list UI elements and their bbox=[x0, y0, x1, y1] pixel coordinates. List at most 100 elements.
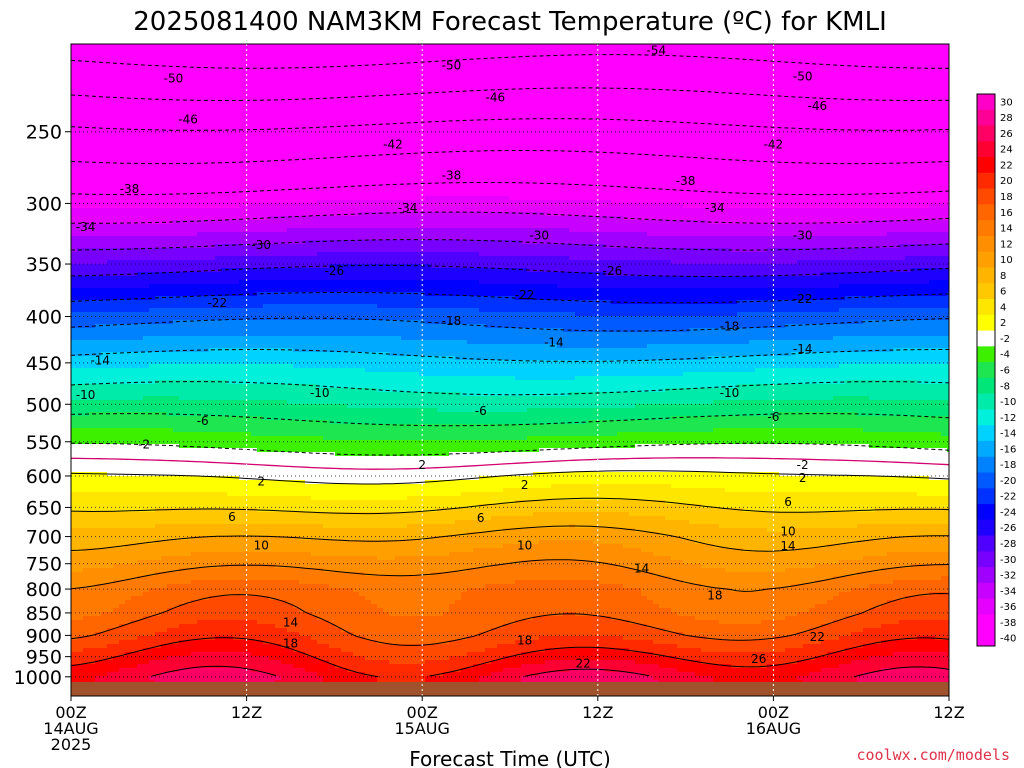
heat-cell bbox=[173, 448, 180, 453]
heat-cell bbox=[191, 552, 198, 557]
heat-cell bbox=[143, 360, 150, 365]
heat-cell bbox=[197, 620, 204, 625]
heat-cell bbox=[95, 392, 102, 397]
heat-cell bbox=[83, 84, 90, 89]
heat-cell bbox=[161, 652, 168, 657]
heat-cell bbox=[125, 568, 132, 573]
heat-cell bbox=[131, 624, 138, 629]
heat-cell bbox=[143, 520, 150, 525]
heat-cell bbox=[71, 332, 78, 337]
heat-cell bbox=[149, 144, 156, 149]
heat-cell bbox=[149, 76, 156, 81]
heat-cell bbox=[185, 132, 192, 137]
heat-cell bbox=[95, 640, 102, 645]
heat-cell bbox=[245, 356, 252, 361]
heat-cell bbox=[131, 212, 138, 217]
heat-cell bbox=[245, 120, 252, 125]
heat-cell bbox=[107, 336, 114, 341]
heat-cell bbox=[197, 404, 204, 409]
heat-cell bbox=[215, 188, 222, 193]
heat-cell bbox=[221, 316, 228, 321]
heat-cell bbox=[245, 216, 252, 221]
heat-cell bbox=[167, 472, 174, 477]
heat-cell bbox=[137, 176, 144, 181]
heat-cell bbox=[221, 628, 228, 633]
heat-cell bbox=[125, 536, 132, 541]
heat-cell bbox=[119, 500, 126, 505]
heat-cell bbox=[89, 588, 96, 593]
heat-cell bbox=[83, 292, 90, 297]
heat-cell bbox=[203, 484, 210, 489]
heat-cell bbox=[245, 632, 252, 637]
heat-cell bbox=[119, 460, 126, 465]
heat-cell bbox=[95, 648, 102, 653]
heat-cell bbox=[215, 116, 222, 121]
heat-cell bbox=[131, 480, 138, 485]
heat-cell bbox=[77, 328, 84, 333]
heat-cell bbox=[143, 444, 150, 449]
heat-cell bbox=[113, 612, 120, 617]
heat-cell bbox=[131, 68, 138, 73]
heat-cell bbox=[131, 356, 138, 361]
heat-cell bbox=[143, 256, 150, 261]
heat-cell bbox=[149, 320, 156, 325]
heat-cell bbox=[161, 448, 168, 453]
heat-cell bbox=[95, 308, 102, 313]
heat-cell bbox=[83, 452, 90, 457]
heat-cell bbox=[197, 360, 204, 365]
heat-cell bbox=[143, 412, 150, 417]
heat-cell bbox=[203, 584, 210, 589]
heat-cell bbox=[89, 312, 96, 317]
heat-cell bbox=[107, 408, 114, 413]
heat-cell bbox=[215, 92, 222, 97]
heat-cell bbox=[83, 648, 90, 653]
heat-cell bbox=[221, 188, 228, 193]
heat-cell bbox=[107, 328, 114, 333]
heat-cell bbox=[215, 500, 222, 505]
heat-cell bbox=[113, 476, 120, 481]
heat-cell bbox=[239, 308, 246, 313]
heat-cell bbox=[83, 188, 90, 193]
heat-cell bbox=[83, 304, 90, 309]
heat-cell bbox=[131, 600, 138, 605]
heat-cell bbox=[149, 252, 156, 257]
heat-cell bbox=[179, 468, 186, 473]
heat-cell bbox=[83, 552, 90, 557]
heat-cell bbox=[155, 676, 162, 681]
heat-cell bbox=[119, 144, 126, 149]
heat-cell bbox=[119, 92, 126, 97]
heat-cell bbox=[167, 488, 174, 493]
heat-cell bbox=[125, 548, 132, 553]
heat-cell bbox=[83, 264, 90, 269]
heat-cell bbox=[215, 132, 222, 137]
heat-cell bbox=[233, 228, 240, 233]
heat-cell bbox=[83, 420, 90, 425]
heat-cell bbox=[239, 480, 246, 485]
heat-cell bbox=[191, 464, 198, 469]
heat-cell bbox=[173, 652, 180, 657]
heat-cell bbox=[161, 96, 168, 101]
heat-cell bbox=[251, 120, 258, 125]
heat-cell bbox=[167, 56, 174, 61]
heat-cell bbox=[77, 552, 84, 557]
heat-cell bbox=[245, 308, 252, 313]
heat-cell bbox=[131, 676, 138, 681]
heat-cell bbox=[143, 504, 150, 509]
heat-cell bbox=[137, 272, 144, 277]
heat-cell bbox=[155, 216, 162, 221]
heat-cell bbox=[173, 292, 180, 297]
heat-cell bbox=[143, 584, 150, 589]
heat-cell bbox=[239, 52, 246, 57]
heat-cell bbox=[161, 344, 168, 349]
heat-cell bbox=[125, 656, 132, 661]
heat-cell bbox=[89, 244, 96, 249]
heat-cell bbox=[101, 592, 108, 597]
heat-cell bbox=[221, 92, 228, 97]
heat-cell bbox=[161, 184, 168, 189]
heat-cell bbox=[221, 160, 228, 165]
heat-cell bbox=[173, 308, 180, 313]
heat-cell bbox=[167, 148, 174, 153]
heat-cell bbox=[221, 216, 228, 221]
heat-cell bbox=[101, 500, 108, 505]
heat-cell bbox=[101, 604, 108, 609]
